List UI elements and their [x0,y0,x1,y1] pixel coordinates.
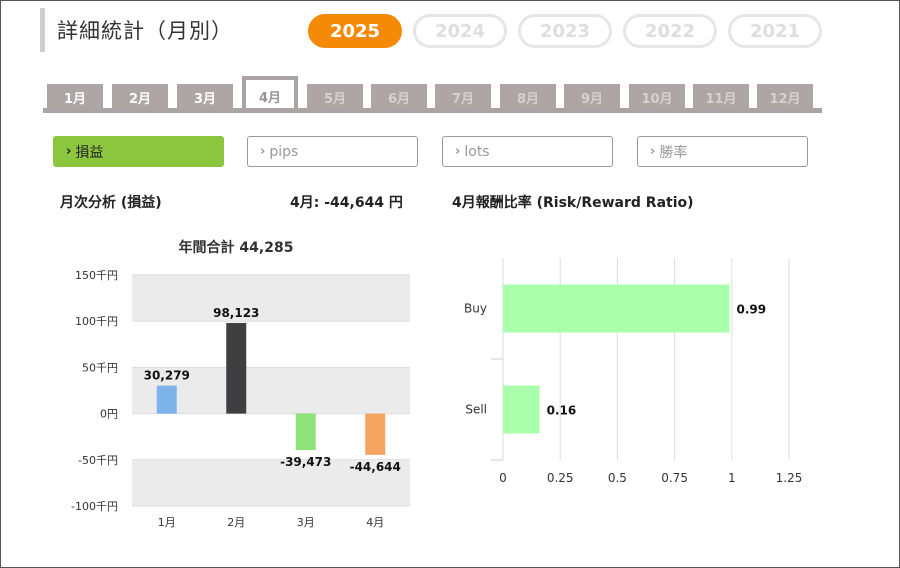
bar-4月 [365,413,386,455]
bar-value-label: -44,644 [350,460,401,474]
tab-month-2[interactable]: 2月 [112,84,168,110]
monthly-analysis-heading: 月次分析 (損益) [60,195,162,211]
y-tick-label: -100千円 [71,500,118,513]
month-summary: 4月: -44,644 円 [290,195,403,211]
filter-label: pips [269,143,299,160]
bar-value-label: 30,279 [144,369,190,383]
grid-band [132,275,410,322]
bar-value-label: 0.16 [547,404,577,418]
x-tick-label: 0.25 [547,471,574,485]
tab-month-9[interactable]: 9月 [564,84,620,110]
x-tick-label: 1.25 [776,471,803,485]
filter-pips-button[interactable]: › pips [247,136,418,167]
chart-title: 年間合計 44,285 [179,239,294,256]
grid-band [132,459,410,506]
bar-3月 [295,413,316,451]
chevron-right-icon: › [650,144,656,159]
year-button-2021[interactable]: 2021 [728,14,822,48]
tab-month-11[interactable]: 11月 [693,84,749,110]
bar-Sell [503,385,540,434]
risk-reward-chart: 0 0.25 0.5 0.75 1 1.25 0.99 Buy 0.16 Sell [464,258,803,485]
page-title: 詳細統計（月別） [57,19,233,43]
year-button-2024[interactable]: 2024 [413,14,507,48]
filter-label: 損益 [75,144,104,161]
x-tick-label: 2月 [227,516,245,529]
tab-month-8[interactable]: 8月 [500,84,556,110]
filter-winrate-button[interactable]: › 勝率 [637,136,808,167]
bar-value-label: 0.99 [737,303,767,317]
year-selector: 2025 2024 2023 2022 2021 [308,14,822,48]
y-tick-label: 150千円 [75,269,118,282]
filter-lots-button[interactable]: › lots [442,136,613,167]
tab-month-6[interactable]: 6月 [371,84,427,110]
y-category-label: Sell [465,403,487,417]
x-tick-label: 0.5 [608,471,627,485]
bar-Buy [503,284,730,333]
filter-label: lots [464,143,490,160]
tab-month-1[interactable]: 1月 [47,84,103,110]
x-tick-label: 3月 [297,516,315,529]
year-button-2023[interactable]: 2023 [518,14,612,48]
y-tick-label: 100千円 [75,315,118,328]
bar-2月 [226,322,247,414]
monthly-pl-chart: 年間合計 44,285 150千円 100千円 50千円 0円 -50千円 -100千円 30… [71,239,410,529]
month-tabs-baseline [43,108,822,113]
title-bar: 詳細統計（月別） [40,8,233,52]
year-button-2025[interactable]: 2025 [308,14,402,48]
y-category-label: Buy [464,302,487,316]
y-tick-label: -50千円 [78,454,118,467]
tab-month-3[interactable]: 3月 [177,84,233,110]
tab-month-7[interactable]: 7月 [435,84,491,110]
chevron-right-icon: › [260,144,266,159]
bar-value-label: 98,123 [213,306,259,320]
x-tick-label: 1月 [158,516,176,529]
x-tick-label: 0 [499,471,507,485]
chevron-right-icon: › [66,144,72,159]
y-tick-label: 50千円 [82,361,118,374]
tab-month-10[interactable]: 10月 [629,84,685,110]
chevron-right-icon: › [455,144,461,159]
tab-month-12[interactable]: 12月 [757,84,813,110]
x-tick-label: 4月 [366,516,384,529]
x-tick-label: 1 [728,471,736,485]
tab-month-4[interactable]: 4月 [242,76,298,113]
x-tick-label: 0.75 [661,471,688,485]
bar-1月 [156,385,177,414]
grid-band [132,367,410,414]
filter-profit-button[interactable]: › 損益 [53,136,224,167]
filter-label: 勝率 [659,144,688,161]
bar-value-label: -39,473 [280,455,331,469]
year-button-2022[interactable]: 2022 [623,14,717,48]
risk-reward-heading: 4月報酬比率 (Risk/Reward Ratio) [452,195,694,211]
tab-month-5[interactable]: 5月 [307,84,363,110]
y-tick-label: 0円 [100,408,118,421]
